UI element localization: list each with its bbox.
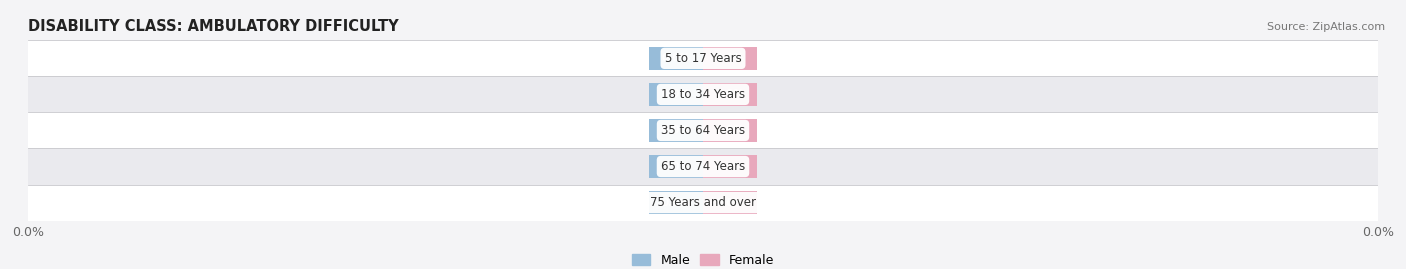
- Text: 75 Years and over: 75 Years and over: [650, 196, 756, 209]
- Bar: [650, 191, 703, 214]
- Bar: [650, 155, 703, 178]
- Text: 0.0%: 0.0%: [716, 53, 745, 63]
- Bar: [703, 155, 756, 178]
- Text: 0.0%: 0.0%: [661, 197, 690, 208]
- Bar: [703, 191, 756, 214]
- Text: 65 to 74 Years: 65 to 74 Years: [661, 160, 745, 173]
- Text: 0.0%: 0.0%: [716, 197, 745, 208]
- Bar: [703, 83, 756, 106]
- Bar: [703, 119, 756, 142]
- Bar: [650, 47, 703, 70]
- Bar: [28, 112, 1378, 148]
- Text: 0.0%: 0.0%: [716, 161, 745, 172]
- Text: Source: ZipAtlas.com: Source: ZipAtlas.com: [1267, 22, 1385, 31]
- Text: DISABILITY CLASS: AMBULATORY DIFFICULTY: DISABILITY CLASS: AMBULATORY DIFFICULTY: [28, 19, 399, 34]
- Text: 0.0%: 0.0%: [661, 89, 690, 100]
- Text: 0.0%: 0.0%: [661, 161, 690, 172]
- Text: 0.0%: 0.0%: [716, 89, 745, 100]
- Bar: [28, 40, 1378, 76]
- Bar: [650, 119, 703, 142]
- Bar: [703, 47, 756, 70]
- Text: 0.0%: 0.0%: [661, 53, 690, 63]
- Text: 0.0%: 0.0%: [661, 125, 690, 136]
- Bar: [28, 185, 1378, 221]
- Text: 18 to 34 Years: 18 to 34 Years: [661, 88, 745, 101]
- Bar: [28, 76, 1378, 112]
- Text: 0.0%: 0.0%: [716, 125, 745, 136]
- Legend: Male, Female: Male, Female: [627, 249, 779, 269]
- Text: 35 to 64 Years: 35 to 64 Years: [661, 124, 745, 137]
- Bar: [650, 83, 703, 106]
- Text: 5 to 17 Years: 5 to 17 Years: [665, 52, 741, 65]
- Bar: [28, 148, 1378, 185]
